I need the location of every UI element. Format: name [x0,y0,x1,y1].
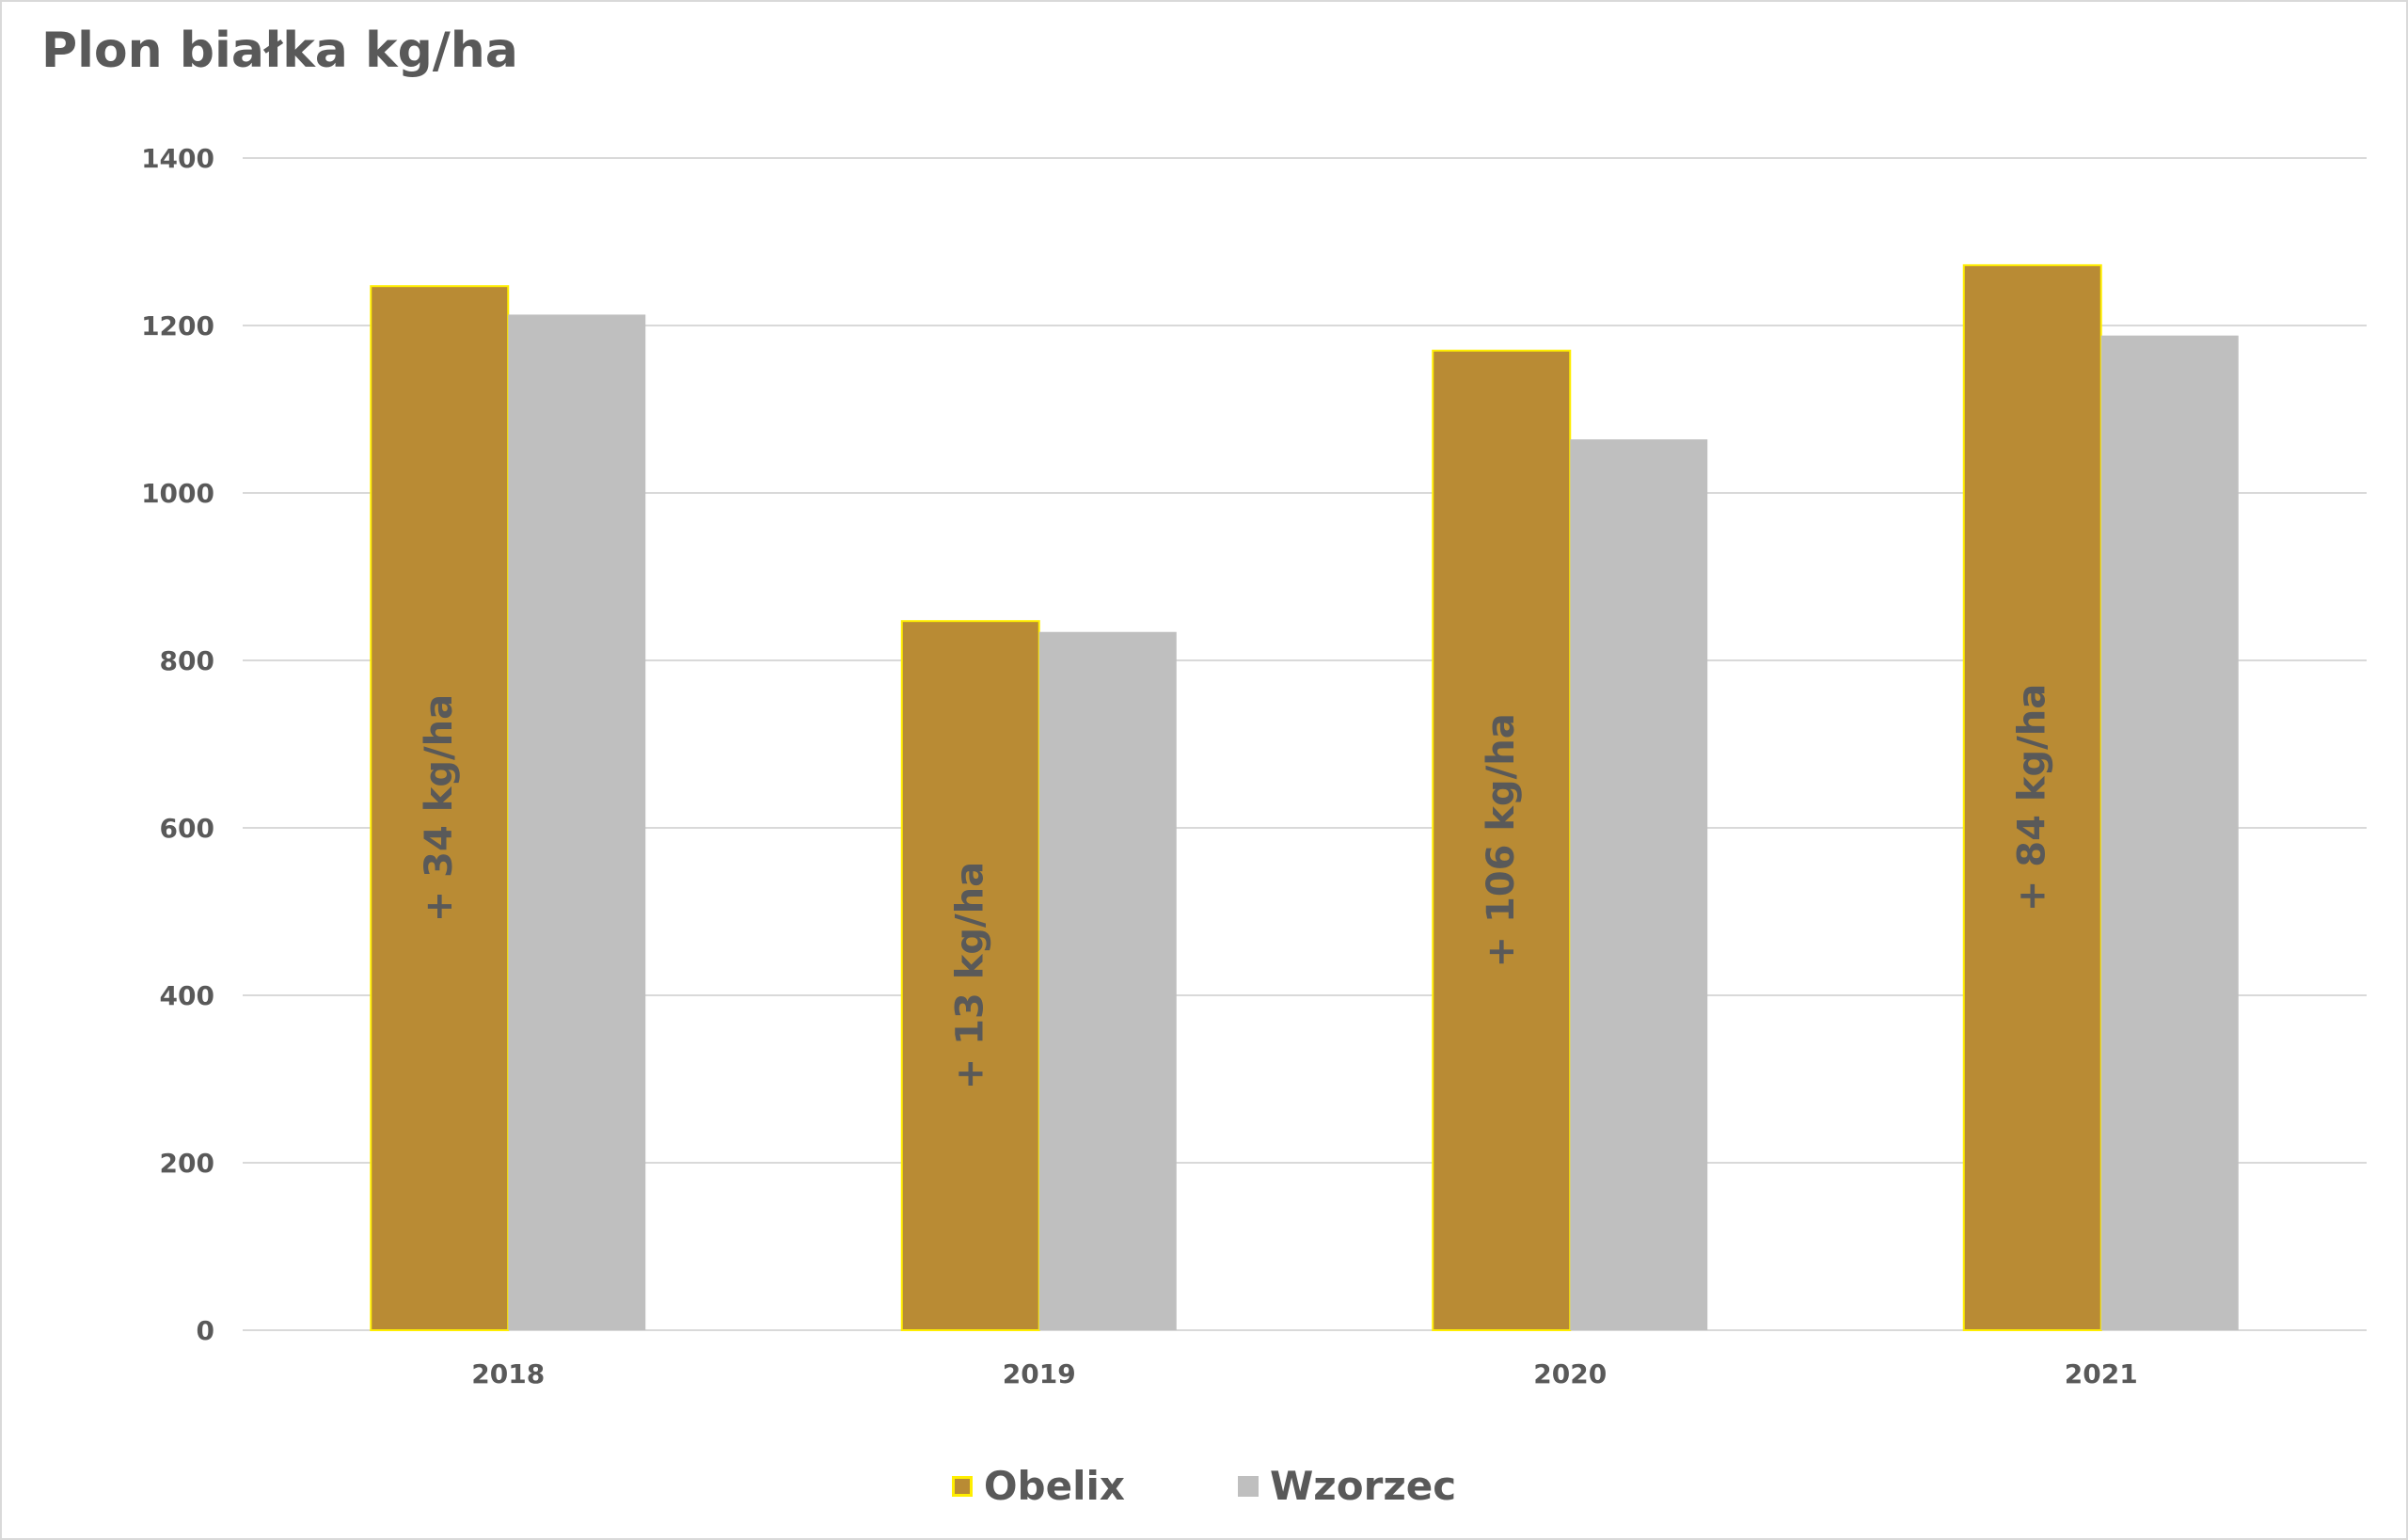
difference-annotation: + 13 kg/ha [949,862,992,1089]
y-tick-label: 400 [160,980,214,1011]
bar-wzorzec-2018 [508,314,646,1331]
bar-obelix-2020 [1432,349,1572,1332]
y-tick-label: 1200 [141,310,214,341]
chart-title: Plon białka kg/ha [41,23,518,79]
bar-wzorzec-2021 [2100,335,2239,1331]
legend-item-wzorzec: Wzorzec [1237,1463,1457,1509]
legend-label-wzorzec: Wzorzec [1269,1463,1457,1509]
x-tick-label: 2018 [471,1358,545,1389]
legend: Obelix Wzorzec [0,1463,2408,1509]
y-tick-label: 200 [160,1148,214,1179]
difference-annotations: + 34 kg/ha + 13 kg/ha + 106 kg/ha + 84 kg/h… [418,684,2054,1089]
bar-obelix-2021 [1962,263,2102,1331]
bar-obelix-2019 [900,620,1040,1331]
y-tick-label: 0 [197,1315,214,1346]
legend-label-obelix: Obelix [983,1463,1125,1509]
difference-annotation: + 84 kg/ha [2011,684,2054,912]
x-tick-label: 2020 [1533,1358,1607,1389]
bar-wzorzec-2019 [1038,631,1177,1330]
bar-wzorzec-2020 [1570,439,1708,1330]
bar-obelix-2018 [370,285,510,1331]
y-tick-label: 800 [160,645,214,676]
legend-item-obelix: Obelix [951,1463,1125,1509]
bars [370,263,2239,1332]
x-tick-label: 2021 [2065,1358,2138,1389]
y-tick-label: 600 [160,813,214,844]
y-tick-label: 1000 [141,478,214,509]
x-axis-tick-labels: 2018 2019 2020 2021 [471,1358,2137,1389]
difference-annotation: + 106 kg/ha [1480,713,1523,967]
y-tick-label: 1400 [141,143,214,174]
x-tick-label: 2019 [1003,1358,1076,1389]
legend-swatch-wzorzec [1237,1475,1259,1497]
difference-annotation: + 34 kg/ha [418,694,461,922]
legend-swatch-obelix [951,1475,973,1497]
y-axis-tick-labels: 0 200 400 600 800 1000 1200 1400 [141,143,214,1346]
